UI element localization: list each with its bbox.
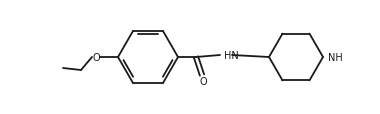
Text: O: O xyxy=(92,53,100,62)
Text: O: O xyxy=(199,76,207,86)
Text: NH: NH xyxy=(328,53,343,62)
Text: HN: HN xyxy=(224,51,239,60)
